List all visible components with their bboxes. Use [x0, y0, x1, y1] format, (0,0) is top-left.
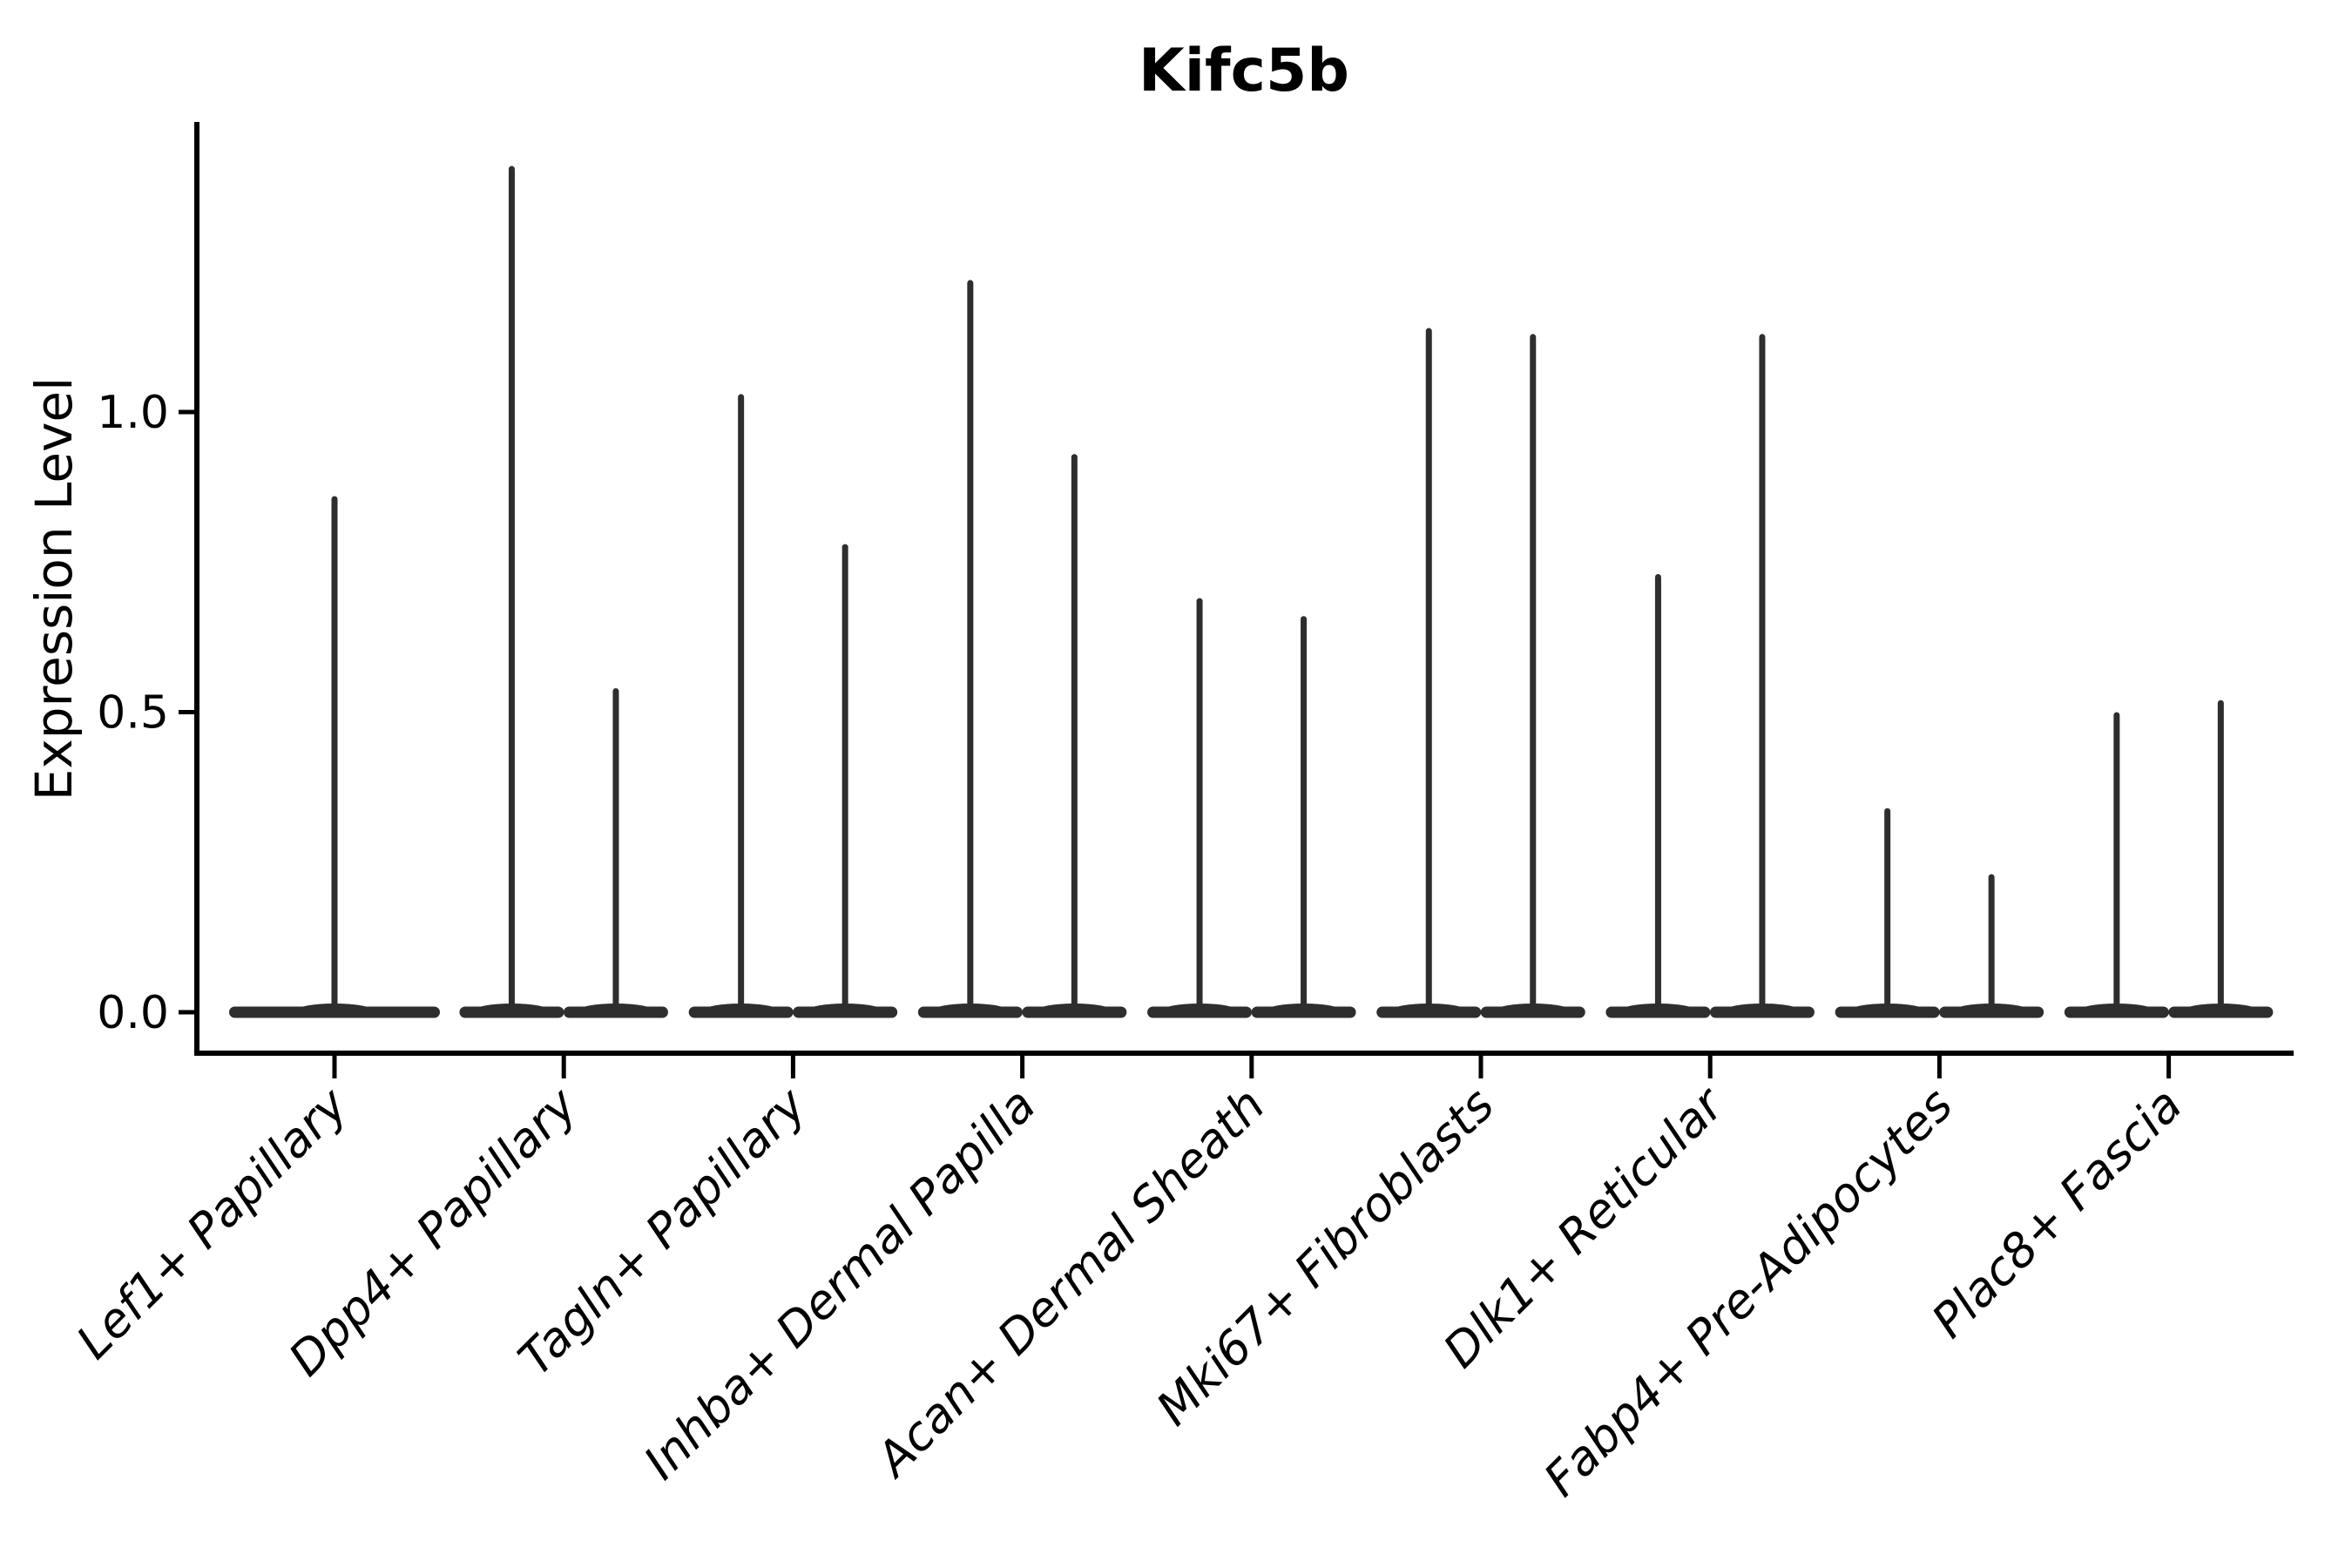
- violin-spike: [2217, 700, 2224, 1016]
- violin-spike: [1884, 808, 1891, 1016]
- y-axis-ticks: 0.0 0.5 1.0: [97, 387, 197, 1039]
- violin: [563, 687, 668, 1018]
- y-tick-label: 0.5: [97, 687, 169, 740]
- y-tick-label: 1.0: [97, 387, 169, 439]
- violin: [688, 394, 794, 1018]
- violin-spike: [331, 496, 338, 1016]
- violin: [917, 280, 1023, 1018]
- violin: [2168, 700, 2274, 1018]
- x-tick-label: Fabp4+ Pre-Adipocytes: [1533, 1078, 1963, 1507]
- violin-spike: [508, 166, 515, 1016]
- violin: [1835, 808, 1940, 1018]
- axes-spines: [194, 122, 2294, 1056]
- x-tick-label: Inhba+ Dermal Papilla: [633, 1078, 1046, 1490]
- violin: [1251, 616, 1356, 1018]
- violin: [1022, 454, 1127, 1018]
- violin-spike: [1301, 616, 1308, 1016]
- violin: [459, 166, 564, 1018]
- chart-title: Kifc5b: [1139, 37, 1349, 105]
- violin-spike: [1425, 328, 1432, 1016]
- violin-spike: [1196, 598, 1203, 1016]
- x-tick-label: Acan+ Dermal Sheath: [864, 1078, 1275, 1489]
- violin-spike: [1759, 334, 1766, 1016]
- violin-spike: [1071, 454, 1078, 1016]
- y-axis-label: Expression Level: [24, 377, 84, 801]
- violin: [1605, 574, 1711, 1018]
- y-tick-label: 0.0: [97, 987, 169, 1039]
- violin: [1939, 874, 2044, 1018]
- violin-spike: [2113, 712, 2120, 1016]
- violin-spike: [738, 394, 745, 1017]
- x-tick-label: Plac8+ Fascia: [1922, 1078, 2193, 1348]
- violins: [229, 166, 2274, 1018]
- violin-spike: [612, 687, 619, 1016]
- violin-spike: [1988, 874, 1995, 1016]
- violin: [2064, 712, 2169, 1018]
- violin-spike: [841, 544, 848, 1016]
- violin-spike: [967, 280, 974, 1016]
- violin: [1147, 598, 1253, 1018]
- violin-spike: [1530, 334, 1537, 1016]
- violin-spike: [1654, 574, 1661, 1016]
- violin: [1709, 334, 1815, 1018]
- violin: [1376, 328, 1482, 1018]
- violin: [229, 496, 440, 1018]
- violin: [1480, 334, 1585, 1018]
- violin: [793, 544, 898, 1018]
